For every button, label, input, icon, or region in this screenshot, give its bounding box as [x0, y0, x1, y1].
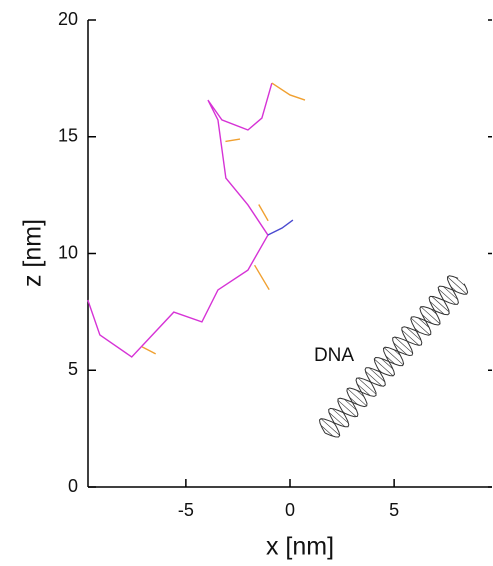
- helix-rung: [357, 377, 377, 395]
- helix-rung: [365, 370, 383, 387]
- y-axis-label: z [nm]: [19, 219, 47, 287]
- helix-rung: [380, 358, 394, 370]
- x-tick-label: 0: [285, 500, 295, 520]
- x-axis-label: x [nm]: [266, 533, 334, 561]
- helix-rung: [356, 389, 365, 398]
- helix-rung: [383, 347, 404, 366]
- helix-rung: [320, 425, 334, 437]
- trajectory: [267, 219, 294, 236]
- helix-rung: [431, 295, 450, 313]
- helix-rung: [450, 286, 457, 293]
- helix-rung: [378, 369, 383, 374]
- helix-rung: [374, 358, 394, 377]
- x-tick-label: 5: [389, 500, 399, 520]
- helix-rung: [369, 381, 372, 384]
- helix-rung: [347, 388, 367, 407]
- helix-rung: [455, 277, 466, 287]
- helix-rung: [368, 367, 386, 383]
- trajectory: [253, 264, 270, 291]
- helix-rung: [405, 326, 422, 341]
- helix-rung: [418, 317, 430, 328]
- annotation: DNA: [314, 345, 354, 366]
- helix-rung: [393, 342, 408, 356]
- helix-rung: [349, 397, 359, 405]
- trajectory: [87, 82, 273, 358]
- helix-rung: [438, 288, 457, 305]
- helix-rung: [385, 355, 396, 365]
- helix-rung: [401, 329, 420, 346]
- y-tick-label: 20: [58, 9, 78, 29]
- helix-rung: [447, 276, 467, 295]
- trajectory: [225, 138, 241, 143]
- helix-rung: [320, 418, 340, 436]
- helix-rung: [343, 398, 357, 411]
- helix-rung: [393, 349, 401, 356]
- helix-rung: [331, 408, 349, 424]
- dna-helix: [318, 275, 469, 438]
- helix-rung: [342, 410, 346, 414]
- trajectory: [271, 82, 306, 101]
- trajectory: [141, 346, 157, 355]
- y-tick-label: 15: [58, 126, 78, 146]
- helix-rung: [420, 306, 441, 325]
- helix-rung: [414, 327, 420, 333]
- helix-strand: [324, 283, 469, 438]
- helix-rung: [430, 308, 437, 315]
- helix-rung: [442, 286, 458, 300]
- helix-rung: [356, 383, 371, 396]
- trajectory: [258, 204, 269, 222]
- helix-rung: [429, 301, 445, 315]
- helix-rung: [421, 314, 433, 324]
- helix-strand: [318, 275, 459, 434]
- helix-rung: [410, 317, 431, 336]
- y-tick-label: 10: [58, 242, 78, 262]
- helix-rung: [406, 340, 408, 343]
- helix-rung: [328, 412, 346, 428]
- helix-rung: [394, 336, 413, 354]
- y-tick-label: 5: [68, 359, 78, 379]
- x-tick-label: -5: [178, 500, 194, 520]
- helix-rung: [331, 421, 336, 425]
- helix-rung: [337, 399, 357, 417]
- y-tick-label: 0: [68, 476, 78, 496]
